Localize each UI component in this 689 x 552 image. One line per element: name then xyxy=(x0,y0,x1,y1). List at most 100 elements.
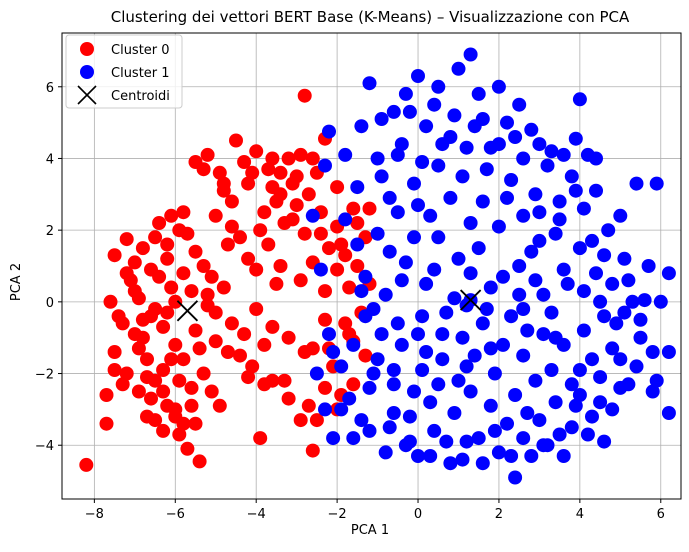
legend-label-centroids: Centroidi xyxy=(111,89,170,104)
cluster-1-point xyxy=(544,305,559,320)
cluster-1-point xyxy=(362,380,377,395)
cluster-0-point xyxy=(135,312,150,327)
cluster-0-point xyxy=(156,363,171,377)
cluster-1-point xyxy=(455,169,470,184)
cluster-0-point xyxy=(196,366,211,381)
y-tick-label: 0 xyxy=(46,296,54,311)
cluster-0-point xyxy=(164,280,179,295)
cluster-1-point xyxy=(605,402,620,417)
cluster-0-point xyxy=(301,187,316,202)
cluster-1-point xyxy=(305,208,320,223)
cluster-1-point xyxy=(463,47,478,62)
cluster-0-point xyxy=(297,88,312,103)
cluster-0-point xyxy=(135,241,150,256)
cluster-0-point xyxy=(261,237,276,252)
cluster-0-point xyxy=(241,251,256,266)
centroid-marker xyxy=(459,289,482,311)
cluster-0-point xyxy=(237,155,252,169)
cluster-1-point xyxy=(572,388,587,402)
x-tick-label: 0 xyxy=(414,507,422,522)
cluster-1-point xyxy=(568,183,583,198)
cluster-0-point xyxy=(212,165,227,180)
cluster-1-point xyxy=(516,151,531,166)
cluster-0-point xyxy=(140,370,154,385)
cluster-1-point xyxy=(309,366,324,381)
legend-label-cluster-0: Cluster 0 xyxy=(111,43,170,58)
cluster-1-point xyxy=(572,363,587,377)
cluster-1-point xyxy=(382,244,397,259)
cluster-0-point xyxy=(305,341,320,356)
cluster-0-point xyxy=(192,341,207,356)
cluster-0-point xyxy=(237,327,252,342)
cluster-0-point xyxy=(172,373,187,388)
cluster-1-point xyxy=(508,470,523,485)
x-axis-label: PCA 1 xyxy=(351,523,389,538)
cluster-1-point xyxy=(572,92,587,107)
cluster-1-point xyxy=(407,230,421,245)
y-tick-label: 2 xyxy=(46,224,54,239)
cluster-1-point xyxy=(334,359,349,374)
centroid-markers xyxy=(176,289,482,322)
cluster-1-point xyxy=(487,423,502,438)
cluster-1-point xyxy=(528,273,543,288)
cluster-1-point xyxy=(605,276,620,291)
cluster-1-point xyxy=(423,395,438,410)
cluster-1-point xyxy=(423,449,438,463)
cluster-1-points xyxy=(305,47,676,485)
cluster-0-point xyxy=(318,380,332,395)
cluster-0-point xyxy=(164,352,179,367)
cluster-1-point xyxy=(556,147,571,162)
cluster-0-point xyxy=(293,413,308,428)
cluster-1-point xyxy=(516,302,531,316)
cluster-1-point xyxy=(459,434,474,449)
cluster-1-point xyxy=(589,183,603,198)
cluster-1-point xyxy=(419,276,434,291)
cluster-1-point xyxy=(350,180,365,195)
cluster-1-point xyxy=(568,398,583,413)
cluster-1-point xyxy=(447,108,462,123)
y-tick-label: 6 xyxy=(46,81,54,96)
cluster-0-point xyxy=(273,259,288,273)
cluster-1-point xyxy=(342,391,357,406)
legend-label-cluster-1: Cluster 1 xyxy=(111,66,170,81)
cluster-0-point xyxy=(99,416,114,431)
cluster-1-point xyxy=(516,431,531,446)
x-tick-label: −2 xyxy=(328,507,347,522)
cluster-0-point xyxy=(168,337,183,352)
cluster-1-point xyxy=(407,176,421,191)
cluster-0-point xyxy=(233,348,247,363)
cluster-1-point xyxy=(386,406,401,420)
cluster-0-point xyxy=(204,384,219,399)
cluster-1-point xyxy=(552,212,567,227)
cluster-0-point xyxy=(233,230,247,245)
cluster-0-point xyxy=(362,201,377,216)
cluster-1-point xyxy=(318,158,332,173)
cluster-1-point xyxy=(528,187,543,202)
cluster-0-point xyxy=(127,284,142,299)
cluster-1-point xyxy=(419,345,434,359)
cluster-1-point xyxy=(370,226,385,241)
cluster-1-point xyxy=(394,273,409,288)
cluster-0-point xyxy=(220,345,235,359)
cluster-1-point xyxy=(661,266,676,281)
cluster-1-point xyxy=(313,262,328,277)
cluster-1-point xyxy=(471,86,486,101)
cluster-1-point xyxy=(532,233,547,248)
cluster-1-point xyxy=(597,434,612,449)
cluster-1-point xyxy=(322,124,336,139)
cluster-1-point xyxy=(661,345,676,359)
cluster-1-point xyxy=(589,151,603,166)
cluster-1-point xyxy=(374,327,389,342)
cluster-0-point xyxy=(342,280,357,295)
cluster-1-point xyxy=(378,445,393,460)
cluster-0-point xyxy=(220,237,235,252)
cluster-0-point xyxy=(224,316,239,331)
cluster-1-point xyxy=(423,208,438,223)
cluster-1-point xyxy=(520,323,535,338)
cluster-1-point xyxy=(593,294,608,309)
cluster-1-point xyxy=(645,345,660,359)
cluster-1-point xyxy=(463,384,478,399)
cluster-0-point xyxy=(188,244,203,259)
cluster-1-point xyxy=(390,316,405,331)
